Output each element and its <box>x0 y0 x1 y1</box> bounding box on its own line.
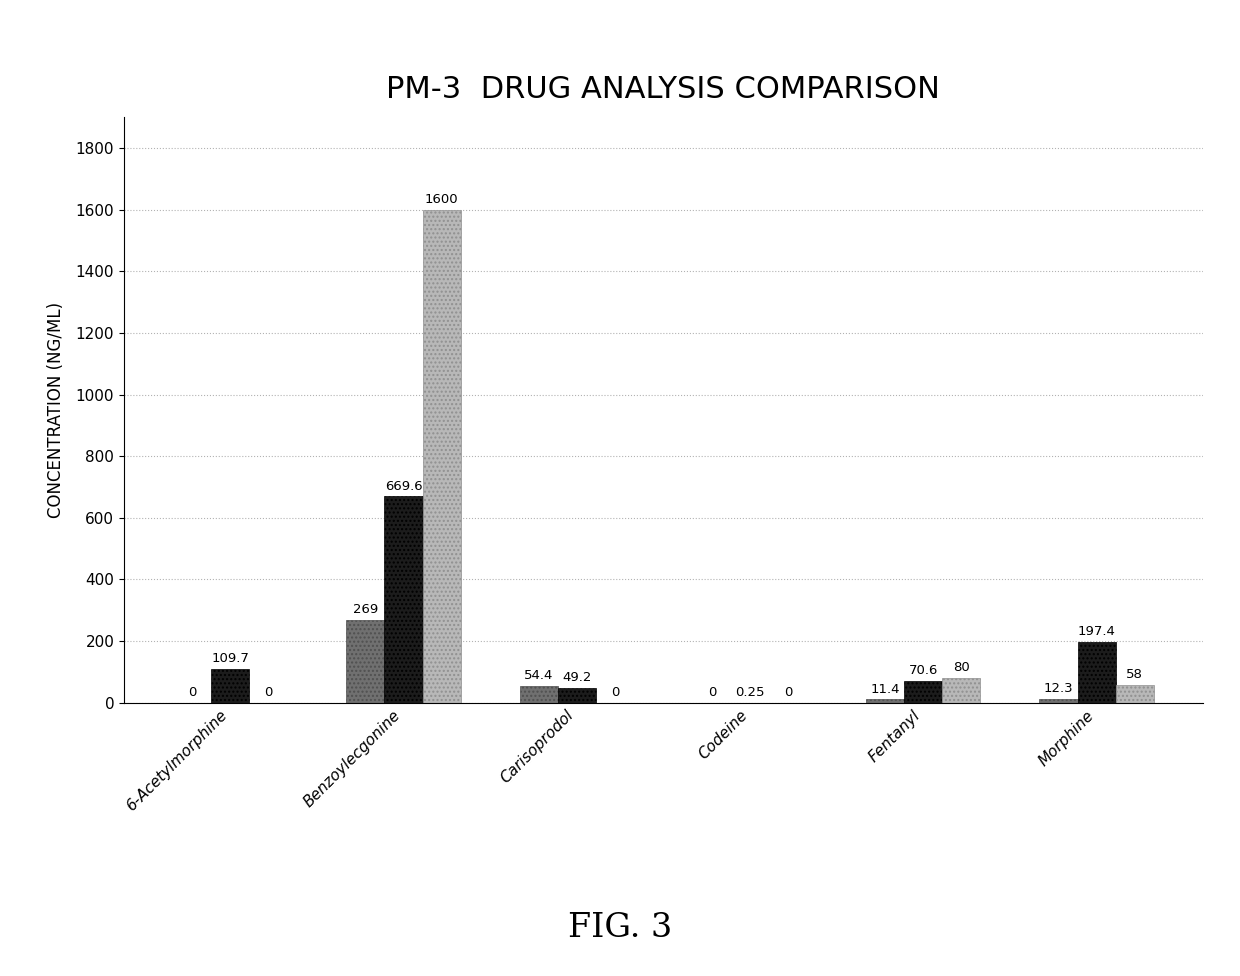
Text: 80: 80 <box>954 662 970 674</box>
Text: 0: 0 <box>708 686 717 699</box>
Bar <box>520 686 558 703</box>
Text: 197.4: 197.4 <box>1078 626 1116 638</box>
Title: PM-3  DRUG ANALYSIS COMPARISON: PM-3 DRUG ANALYSIS COMPARISON <box>387 75 940 103</box>
Text: 58: 58 <box>1126 669 1143 681</box>
Text: 109.7: 109.7 <box>211 652 249 666</box>
Bar <box>384 497 423 703</box>
Text: 54.4: 54.4 <box>525 670 553 682</box>
Bar <box>211 669 249 703</box>
Text: 0: 0 <box>188 686 196 699</box>
Text: FIG. 3: FIG. 3 <box>568 912 672 944</box>
Text: 49.2: 49.2 <box>562 671 591 684</box>
Bar <box>942 678 981 703</box>
Text: 11.4: 11.4 <box>870 682 900 696</box>
Bar <box>346 620 384 703</box>
Bar <box>1078 642 1116 703</box>
Text: 12.3: 12.3 <box>1044 682 1074 695</box>
Bar <box>866 699 904 703</box>
Bar <box>423 210 461 703</box>
Text: 0: 0 <box>784 686 792 699</box>
Bar <box>1116 685 1153 703</box>
Bar <box>904 681 942 703</box>
Text: 0.25: 0.25 <box>735 686 765 699</box>
Text: 669.6: 669.6 <box>384 479 423 493</box>
Bar <box>1039 699 1078 703</box>
Y-axis label: CONCENTRATION (NG/ML): CONCENTRATION (NG/ML) <box>47 302 64 518</box>
Text: 70.6: 70.6 <box>909 665 937 677</box>
Text: 269: 269 <box>352 603 378 616</box>
Text: 0: 0 <box>610 686 619 699</box>
Text: 1600: 1600 <box>425 193 459 206</box>
Bar <box>558 687 596 703</box>
Text: 0: 0 <box>264 686 273 699</box>
